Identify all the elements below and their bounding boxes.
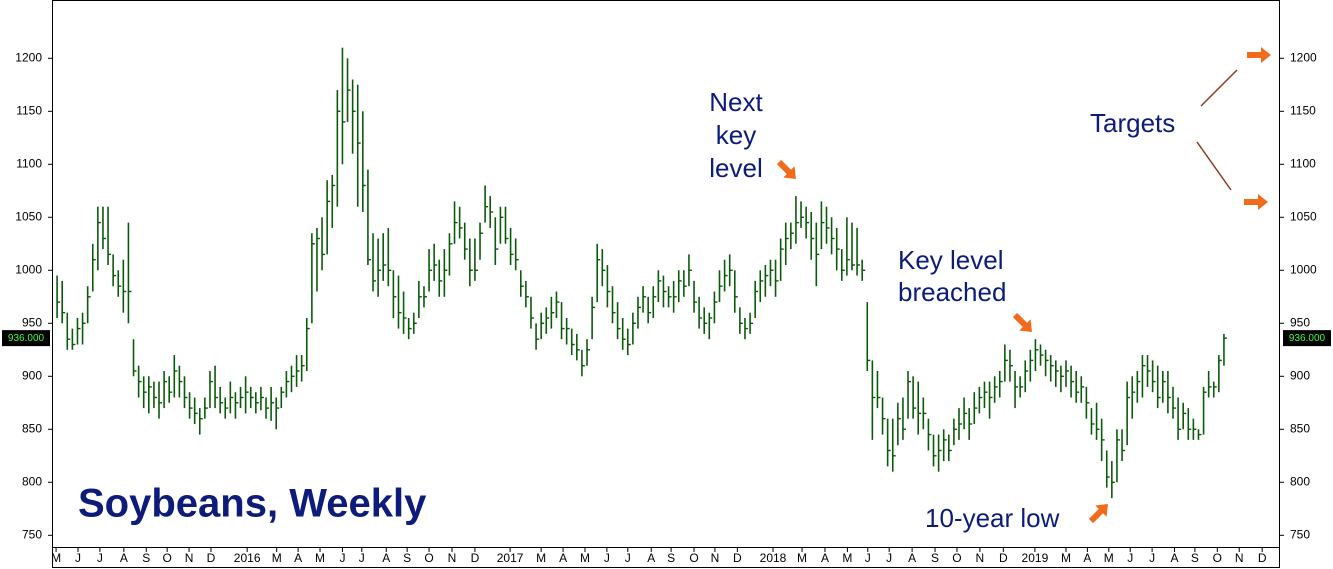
last-price-box [1283,330,1331,347]
arrows [776,47,1271,524]
arrow [776,159,796,179]
arrow [1244,194,1268,210]
y-tick-label: 800 [1290,474,1310,488]
x-tick-label: D [471,551,480,565]
y-tick-label: 850 [22,421,42,435]
annotation: key [716,120,756,150]
x-tick-label: 2019 [1022,551,1049,565]
y-tick-label: 800 [22,474,42,488]
x-tick-label: S [1191,551,1199,565]
x-tick-label: J [865,551,871,565]
x-tick-label: N [976,551,985,565]
x-tick-label: M [1104,551,1114,565]
x-tick-label: N [185,551,194,565]
x-tick-label: O [162,551,171,565]
y-tick-label: 1000 [1290,262,1317,276]
x-tick-label: J [625,551,631,565]
x-tick-label: J [339,551,345,565]
x-tick-label: A [908,551,916,565]
last-price-label: 936.000 [8,333,45,344]
y-tick-label: 950 [1290,315,1310,329]
x-tick-label: D [207,551,216,565]
x-tick-label: O [689,551,698,565]
x-tick-label: M [315,551,325,565]
x-tick-label: M [272,551,282,565]
x-tick-label: J [359,551,365,565]
x-tick-label: M [797,551,807,565]
x-tick-label: J [75,551,81,565]
x-tick-label: A [294,551,302,565]
y-tick-label: 850 [1290,421,1310,435]
arrow [1088,504,1108,524]
x-tick-label: A [1171,551,1179,565]
x-tick-label: M [1061,551,1071,565]
x-tick-label: M [51,551,61,565]
x-tick-label: 2018 [760,551,787,565]
x-tick-label: J [1149,551,1155,565]
x-tick-label: S [667,551,675,565]
x-tick-label: N [448,551,457,565]
x-tick-label: A [120,551,128,565]
x-tick-label: J [886,551,892,565]
arrow [1247,47,1271,63]
x-tick-label: M [536,551,546,565]
x-tick-label: S [403,551,411,565]
y-tick-label: 1100 [1290,156,1316,170]
annotation: Next [709,87,763,117]
x-tick-label: N [1235,551,1244,565]
target-line [1196,141,1232,191]
x-tick-label: J [604,551,610,565]
y-tick-label: 1150 [16,103,42,117]
x-tick-label: A [382,551,390,565]
x-tick-label: S [142,551,150,565]
last-price-label: 936.000 [1289,333,1326,344]
y-tick-label: 1050 [1290,209,1317,223]
annotation: 10-year low [925,503,1060,533]
y-tick-label: 900 [22,368,42,382]
y-tick-label: 1100 [16,156,42,170]
x-tick-label: D [733,551,742,565]
x-tick-label: 2017 [497,551,524,565]
x-tick-label: J [1127,551,1133,565]
x-tick-label: D [999,551,1008,565]
y-tick-label: 750 [1290,527,1310,541]
y-tick-label: 900 [1290,368,1310,382]
x-tick-label: A [559,551,567,565]
y-tick-label: 1000 [15,262,42,276]
x-tick-label: A [1083,551,1091,565]
y-tick-label: 750 [22,527,42,541]
x-tick-label: D [1258,551,1267,565]
x-tick-label: M [842,551,852,565]
x-tick-label: O [1213,551,1222,565]
x-tick-label: O [952,551,961,565]
annotation: Key level [898,245,1004,275]
arrow [1012,312,1032,332]
y-tick-label: 950 [22,315,42,329]
y-tick-label: 1200 [1290,50,1317,64]
y-tick-label: 1050 [15,209,42,223]
x-tick-label: M [580,551,590,565]
last-price-box [2,330,50,347]
y-tick-label: 1200 [15,50,42,64]
annotation: Targets [1090,108,1175,138]
x-tick-label: 2016 [234,551,261,565]
x-tick-label: S [931,551,939,565]
x-tick-label: A [821,551,829,565]
x-tick-label: N [711,551,720,565]
chart-title: Soybeans, Weekly [78,482,427,526]
x-tick-label: O [424,551,433,565]
x-tick-label: J [97,551,103,565]
x-tick-label: A [647,551,655,565]
annotation: level [709,153,762,183]
y-tick-label: 1150 [1290,103,1316,117]
x-axis-strip [52,547,1280,568]
annotation: breached [898,277,1006,307]
target-line [1200,69,1238,107]
bars [56,47,1227,499]
